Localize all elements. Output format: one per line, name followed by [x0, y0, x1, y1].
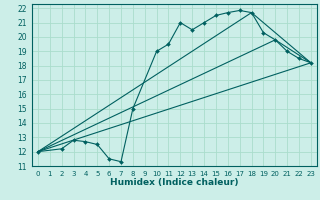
X-axis label: Humidex (Indice chaleur): Humidex (Indice chaleur)	[110, 178, 239, 187]
